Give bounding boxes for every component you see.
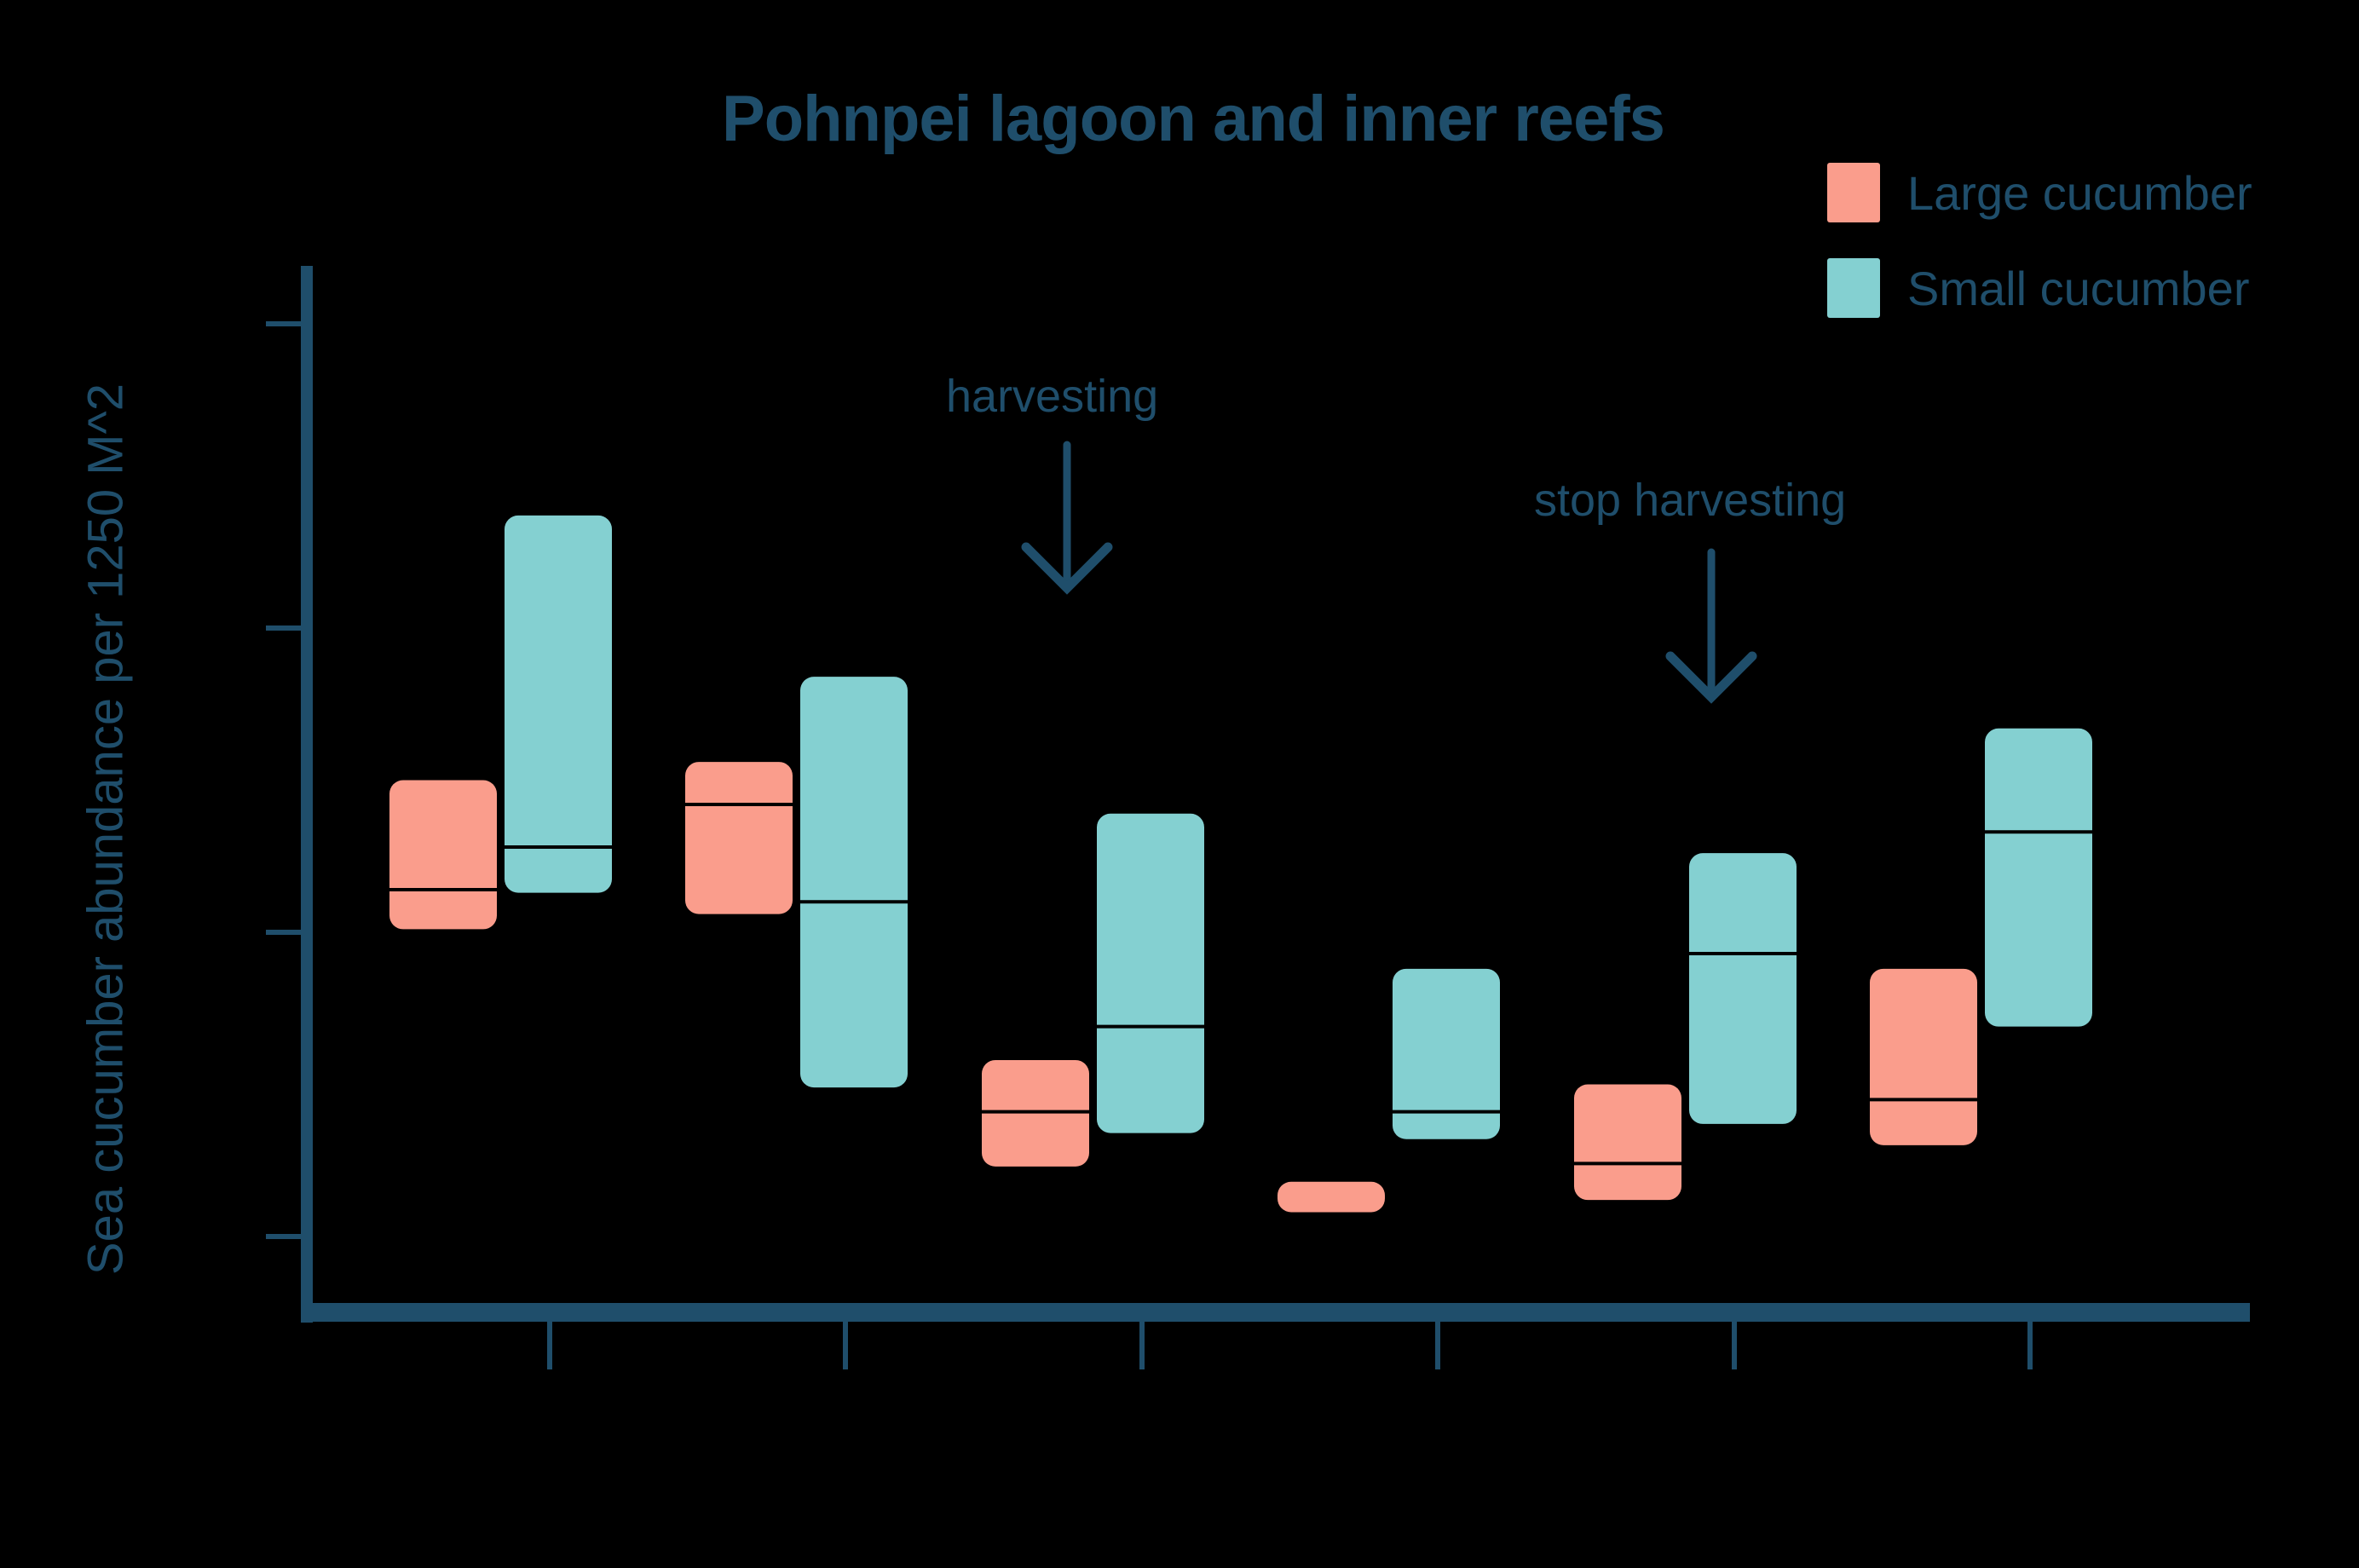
small-cucumber-box [1097,813,1204,1133]
annotation-arrows [1021,441,1757,704]
small-cucumber-box [1985,728,2092,1027]
small-cucumber-box [1689,853,1797,1124]
chart-title: Pohnpei lagoon and inner reefs [722,83,1665,155]
annotation-harvesting: harvesting [946,371,1159,422]
large-cucumber-box [1870,968,1977,1145]
legend-label-large: Large cucumber [1907,165,2252,220]
arrow-head [1021,542,1113,595]
legend-swatch-small [1827,258,1880,318]
annotation-stop-harvesting: stop harvesting [1534,475,1847,526]
stop-harvesting-arrow-icon [1665,548,1757,704]
large-cucumber-box [1574,1084,1681,1201]
small-cucumber-box [505,515,612,893]
large-cucumber-box [685,762,793,914]
axes [266,266,2250,1369]
legend-item-small: Small cucumber [1827,257,2252,319]
legend-swatch-large [1827,163,1880,222]
legend-item-large: Large cucumber [1827,162,2252,223]
arrow-head [1665,651,1757,704]
small-cucumber-box [800,677,908,1088]
large-cucumber-box [389,780,497,930]
large-cucumber-box [1278,1181,1385,1213]
y-axis-label: Sea cucumber abundance per 1250 M^2 [78,383,134,1276]
legend-label-small: Small cucumber [1907,261,2250,315]
small-cucumber-box [1393,968,1500,1139]
boxes [389,515,2092,1213]
legend: Large cucumber Small cucumber [1827,162,2252,353]
harvesting-arrow-icon [1021,441,1113,595]
